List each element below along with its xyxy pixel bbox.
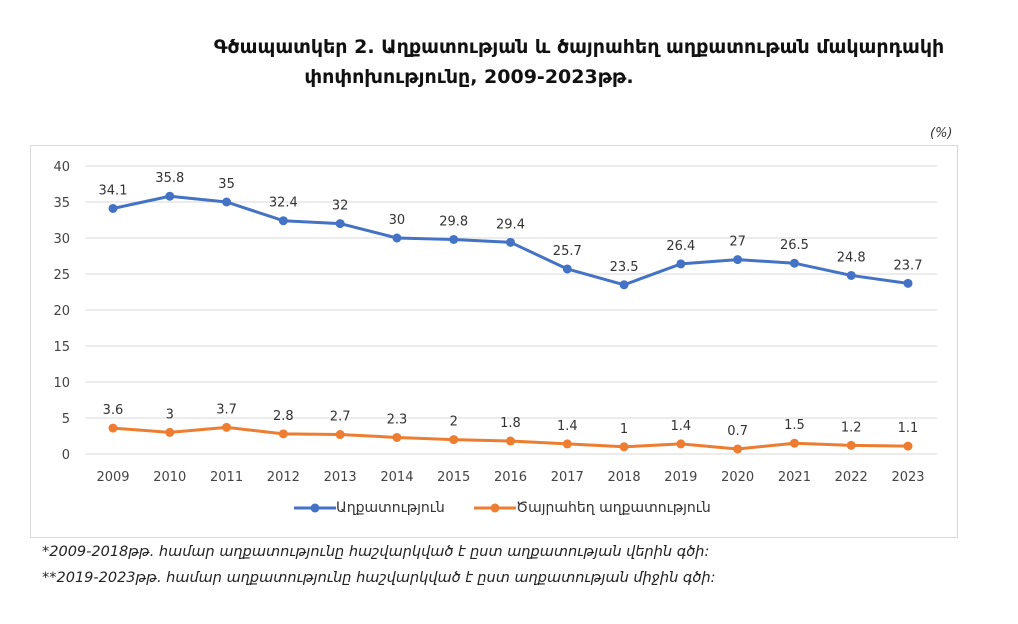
data-point [846, 270, 856, 280]
x-tick-label: 2023 [891, 470, 924, 485]
x-tick-label: 2019 [664, 470, 697, 485]
data-label: 3.7 [216, 402, 237, 417]
data-label: 2.8 [273, 409, 294, 424]
data-point [676, 439, 686, 449]
data-label: 27 [729, 235, 746, 250]
x-tick-label: 2011 [210, 470, 243, 485]
legend-label: Աղքատություն [336, 500, 445, 516]
unit-label: (%) [930, 126, 953, 141]
data-label: 2.3 [387, 412, 408, 427]
x-tick-label: 2013 [324, 470, 357, 485]
data-point [733, 255, 743, 265]
data-label: 30 [389, 213, 406, 228]
data-label: 26.5 [780, 238, 809, 253]
data-point [676, 259, 686, 269]
legend-marker-blue-icon [294, 503, 336, 513]
data-label: 1.4 [671, 419, 692, 434]
x-tick-label: 2020 [721, 470, 754, 485]
x-tick-label: 2022 [835, 470, 868, 485]
data-point [392, 233, 402, 243]
data-point [165, 191, 175, 201]
data-label: 2.7 [330, 410, 351, 425]
y-tick-label: 10 [53, 376, 70, 391]
data-point [903, 441, 913, 451]
data-label: 32.4 [269, 196, 298, 211]
data-label: 1.8 [500, 416, 521, 431]
x-tick-label: 2017 [551, 470, 584, 485]
data-point [222, 197, 232, 207]
data-point [846, 440, 856, 450]
y-tick-label: 35 [53, 196, 70, 211]
data-point [619, 280, 629, 290]
data-label: 1 [620, 422, 628, 437]
data-label: 29.8 [439, 214, 468, 229]
data-label: 1.5 [784, 418, 805, 433]
data-label: 3 [166, 407, 174, 422]
data-label: 23.7 [894, 258, 923, 273]
data-label: 35 [218, 177, 235, 192]
y-tick-label: 20 [53, 304, 70, 319]
data-point [108, 203, 118, 213]
legend-marker-orange-icon [474, 503, 516, 513]
chart-title-line2: փոփոխությունը, 2009-2023թթ. [304, 66, 634, 88]
data-label: 2 [450, 415, 458, 430]
data-point [392, 432, 402, 442]
data-label: 32 [332, 199, 349, 214]
data-label: 35.8 [155, 171, 184, 186]
data-point [789, 438, 799, 448]
data-point [506, 436, 515, 446]
x-tick-label: 2016 [494, 470, 527, 485]
data-point [562, 264, 572, 274]
data-point [733, 444, 743, 454]
data-label: 1.4 [557, 419, 578, 434]
x-tick-label: 2009 [96, 470, 129, 485]
legend-label: Ծայրահեղ աղքատություն [516, 500, 711, 516]
y-tick-label: 15 [53, 340, 70, 355]
x-tick-label: 2018 [608, 470, 641, 485]
data-label: 0.7 [727, 424, 748, 439]
data-label: 1.2 [841, 420, 862, 435]
x-tick-label: 2021 [778, 470, 811, 485]
data-point [506, 237, 515, 247]
y-tick-label: 5 [62, 412, 70, 427]
data-point [278, 216, 288, 226]
data-point [449, 435, 459, 445]
x-tick-label: 2014 [380, 470, 413, 485]
y-tick-label: 0 [62, 448, 70, 463]
data-label: 1.1 [898, 421, 919, 436]
data-label: 23.5 [610, 260, 639, 275]
data-point [108, 423, 118, 433]
data-label: 25.7 [553, 244, 582, 259]
x-tick-label: 2010 [153, 470, 186, 485]
data-point [903, 278, 913, 288]
data-point [619, 442, 629, 452]
footnote-2: **2019-2023թթ. համար աղքատությունը հաշվա… [42, 570, 716, 586]
chart-title-line1: Գծապատկեր 2. Աղքատության և ծայրահեղ աղքա… [213, 36, 945, 58]
data-point [335, 430, 345, 440]
y-tick-label: 30 [53, 232, 70, 247]
data-point [165, 427, 175, 437]
data-point [278, 429, 288, 439]
data-point [789, 258, 799, 268]
legend-item-poverty: Աղքատություն [294, 500, 445, 516]
x-tick-label: 2012 [267, 470, 300, 485]
y-tick-label: 25 [53, 268, 70, 283]
data-label: 34.1 [99, 183, 128, 198]
data-point [449, 234, 459, 244]
y-tick-label: 40 [53, 160, 70, 175]
data-label: 24.8 [837, 250, 866, 265]
data-point [335, 219, 345, 229]
chart-area [30, 145, 958, 538]
data-label: 29.4 [496, 217, 525, 232]
x-tick-label: 2015 [437, 470, 470, 485]
data-label: 26.4 [666, 239, 695, 254]
data-point [562, 439, 572, 449]
data-point [222, 422, 232, 432]
legend-item-extreme-poverty: Ծայրահեղ աղքատություն [474, 500, 711, 516]
data-label: 3.6 [103, 403, 124, 418]
footnote-1: *2009-2018թթ. համար աղքատությունը հաշվար… [42, 544, 710, 560]
